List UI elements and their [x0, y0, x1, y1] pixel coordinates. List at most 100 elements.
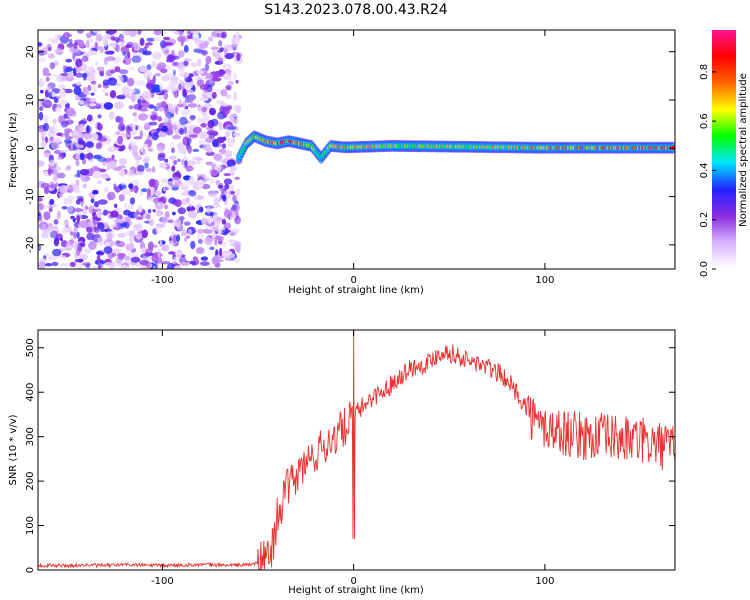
heatmap-cell: [214, 30, 223, 34]
heatmap-cell: [125, 216, 131, 220]
heatmap-cell: [56, 156, 62, 160]
heatmap-cell: [88, 205, 95, 214]
heatmap-cell: [176, 62, 184, 69]
heatmap-cell: [104, 241, 111, 248]
heatmap-cell: [163, 42, 174, 46]
heatmap-cell: [179, 217, 185, 221]
heatmap-cell: [196, 79, 205, 87]
heatmap-cell: [76, 231, 80, 239]
heatmap-cell: [189, 134, 198, 138]
heatmap-cell: [106, 56, 116, 62]
heatmap-cell: [135, 233, 143, 240]
heatmap-cell: [205, 151, 215, 156]
heatmap-cell: [197, 58, 202, 67]
heatmap-cell: [76, 195, 84, 200]
heatmap-cell: [189, 260, 196, 265]
heatmap-cell: [147, 209, 152, 214]
heatmap-cell: [96, 66, 105, 72]
heatmap-cell: [138, 113, 148, 121]
y-tick-label: -20: [25, 237, 36, 253]
heatmap-cell: [65, 241, 73, 250]
heatmap-cell: [85, 141, 94, 148]
heatmap-cell: [186, 137, 192, 144]
heatmap-cell: [97, 237, 103, 243]
heatmap-cell: [73, 41, 78, 49]
heatmap-cell: [136, 223, 143, 232]
heatmap-cell: [146, 64, 152, 71]
heatmap-cell: [185, 125, 195, 129]
heatmap-cell: [214, 52, 221, 60]
heatmap-cell: [38, 160, 45, 167]
heatmap-cell: [174, 106, 179, 115]
heatmap-cell: [117, 135, 124, 145]
heatmap-cell: [201, 106, 208, 113]
heatmap-cell: [86, 114, 93, 122]
heatmap-cell: [90, 198, 95, 204]
heatmap-cell: [178, 99, 182, 106]
heatmap-cell: [126, 77, 135, 87]
heatmap-cell: [222, 106, 231, 115]
heatmap-cell: [103, 102, 114, 110]
heatmap-cell: [112, 36, 120, 42]
heatmap-cell: [99, 45, 104, 54]
heatmap-cell: [128, 88, 133, 97]
heatmap-cell: [172, 234, 177, 244]
heatmap-cell: [73, 86, 82, 96]
heatmap-cell: [104, 186, 109, 193]
heatmap-cell: [125, 125, 131, 133]
colorbar-tick-label: 0.4: [699, 162, 710, 178]
heatmap-cell: [116, 263, 121, 267]
heatmap-cell: [89, 45, 97, 49]
heatmap-cell: [135, 159, 140, 166]
heatmap-cell: [192, 126, 202, 134]
heatmap-cell: [88, 241, 97, 250]
snr-frame: [37, 329, 676, 571]
heatmap-cell: [117, 41, 124, 46]
heatmap-cell: [145, 167, 153, 173]
heatmap-cell: [62, 227, 69, 235]
heatmap-cell: [182, 88, 188, 98]
heatmap-cell: [197, 117, 202, 124]
heatmap-cell: [207, 265, 212, 269]
heatmap-cell: [128, 183, 134, 190]
heatmap-cell: [114, 66, 121, 73]
y-tick-label: 400: [25, 383, 36, 402]
heatmap-cell: [61, 206, 68, 210]
heatmap-cell: [53, 48, 64, 53]
heatmap-cell: [220, 89, 228, 97]
heatmap-cell: [201, 217, 206, 225]
heatmap-cell: [38, 244, 42, 252]
heatmap-cell: [143, 70, 153, 79]
heatmap-cell: [129, 230, 136, 238]
heatmap-cell: [183, 83, 194, 89]
heatmap-cell: [187, 103, 198, 108]
heatmap-cell: [198, 238, 203, 244]
heatmap-cell: [53, 97, 59, 104]
heatmap-cell: [136, 164, 145, 172]
heatmap-cell: [38, 48, 43, 56]
heatmap-cell: [56, 74, 63, 84]
heatmap-cell: [143, 155, 150, 164]
heatmap-cell: [218, 69, 226, 76]
heatmap-cell: [94, 201, 99, 208]
heatmap-cell: [174, 219, 182, 228]
heatmap-cell: [214, 227, 221, 232]
heatmap-cell: [122, 52, 127, 56]
heatmap-cell: [181, 101, 187, 109]
heatmap-cell: [138, 66, 148, 73]
heatmap-cell: [178, 31, 184, 36]
heatmap-cell: [128, 122, 138, 128]
heatmap-cell: [77, 242, 83, 252]
heatmap-cell: [62, 222, 66, 226]
heatmap-cell: [129, 197, 136, 205]
heatmap-cell: [177, 80, 184, 85]
heatmap-cell: [145, 81, 155, 89]
heatmap-cell: [233, 240, 242, 250]
heatmap-cell: [202, 143, 212, 152]
heatmap-cell: [171, 147, 175, 154]
heatmap-cell: [93, 154, 102, 160]
heatmap-cell: [142, 90, 152, 100]
heatmap-cell: [44, 252, 50, 257]
heatmap-cell: [89, 103, 96, 107]
heatmap-cell: [140, 247, 146, 254]
